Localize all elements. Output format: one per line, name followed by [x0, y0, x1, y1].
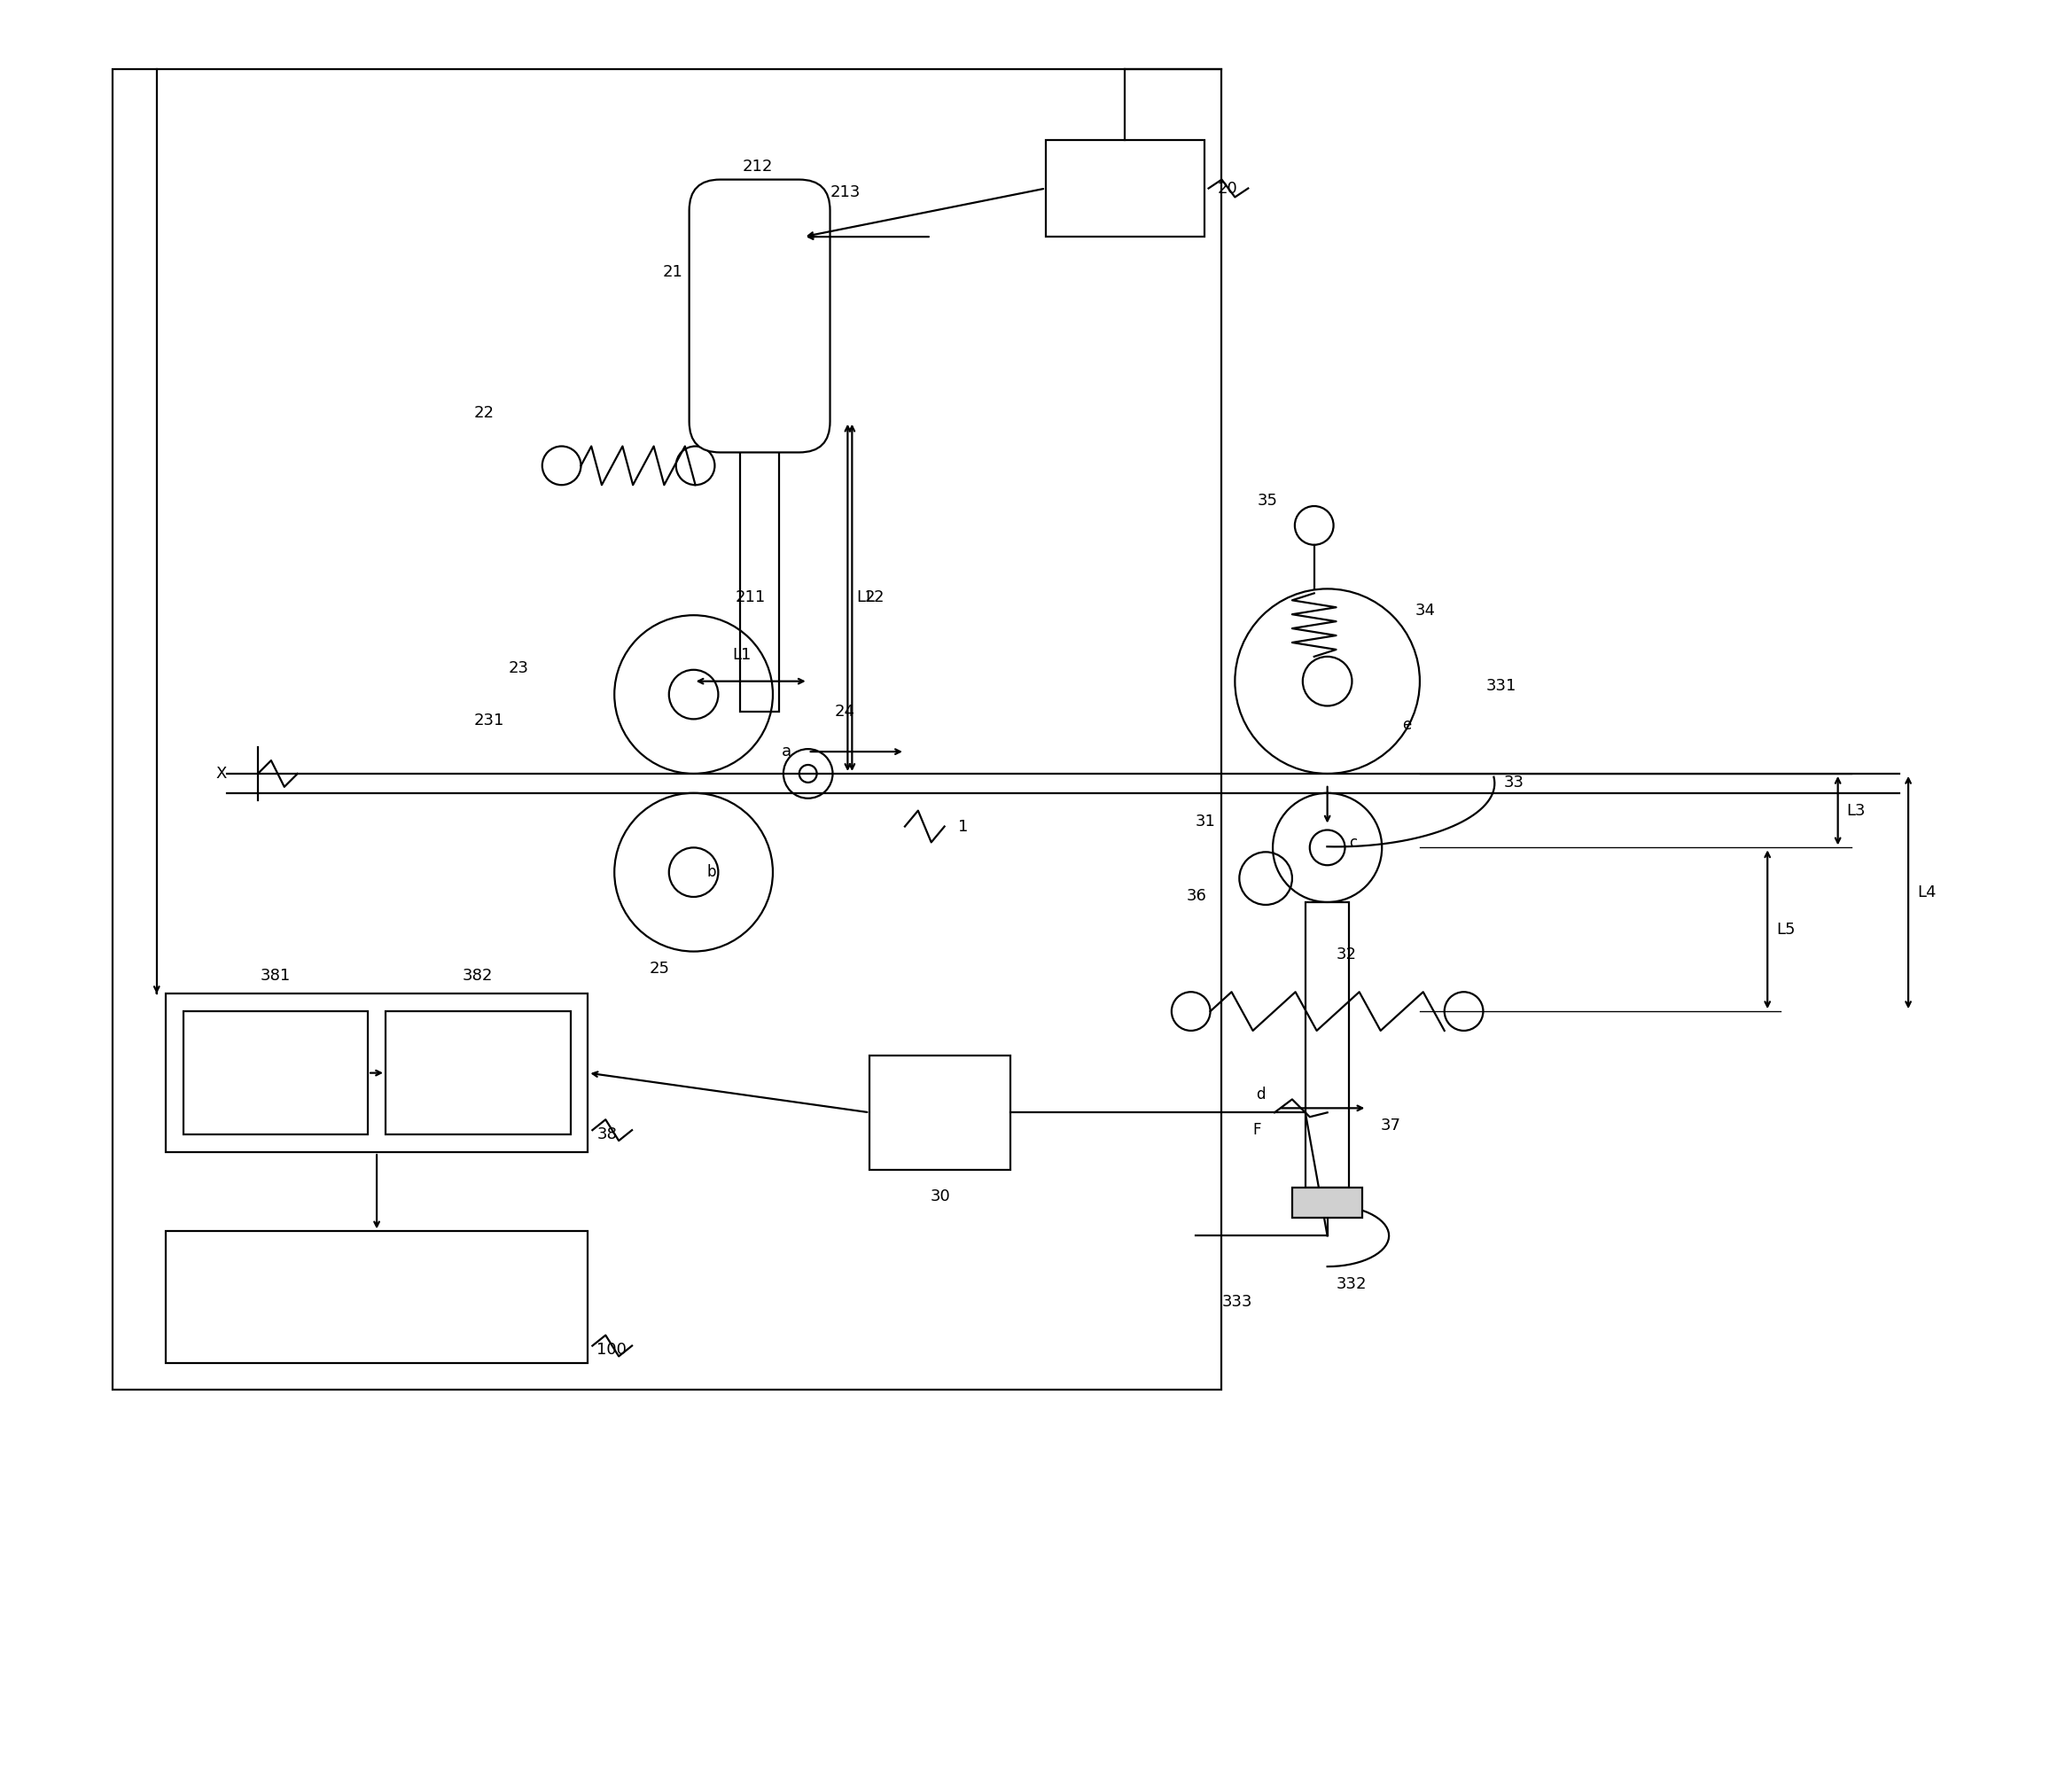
Text: 332: 332	[1337, 1276, 1367, 1292]
Text: L2: L2	[857, 590, 875, 606]
Text: e: e	[1402, 717, 1410, 733]
Text: 35: 35	[1257, 493, 1277, 509]
Text: X: X	[215, 765, 228, 781]
Text: 231: 231	[474, 713, 504, 729]
Text: 211: 211	[736, 590, 767, 606]
Text: 212: 212	[742, 158, 773, 174]
Text: 331: 331	[1486, 677, 1517, 694]
FancyBboxPatch shape	[689, 179, 830, 452]
Text: 24: 24	[834, 704, 855, 720]
Text: 20: 20	[1218, 181, 1238, 197]
Text: 30: 30	[931, 1188, 949, 1204]
Bar	[1306, 901, 1349, 1188]
Text: 36: 36	[1187, 889, 1207, 903]
Text: L3: L3	[1847, 803, 1865, 819]
Bar	[166, 995, 588, 1152]
Bar	[182, 1011, 367, 1134]
Text: 23: 23	[508, 659, 529, 676]
Text: d: d	[1257, 1088, 1265, 1102]
Text: c: c	[1349, 835, 1357, 851]
Bar	[113, 70, 1222, 1391]
Bar	[385, 1011, 570, 1134]
Text: L1: L1	[732, 647, 752, 663]
Text: 100: 100	[597, 1342, 627, 1358]
Bar	[869, 1055, 1011, 1170]
Text: L4: L4	[1917, 885, 1935, 900]
Text: 38: 38	[597, 1127, 617, 1143]
Text: 25: 25	[650, 961, 670, 977]
Text: a: a	[781, 744, 791, 760]
Text: 381: 381	[260, 968, 291, 984]
Text: 21: 21	[662, 263, 683, 280]
Text: 33: 33	[1503, 774, 1523, 790]
Text: b: b	[707, 864, 715, 880]
Text: 213: 213	[830, 185, 861, 201]
Text: 31: 31	[1195, 814, 1216, 830]
Text: 34: 34	[1414, 602, 1435, 618]
Text: L2: L2	[865, 590, 884, 606]
Text: 333: 333	[1222, 1294, 1253, 1310]
Text: F: F	[1253, 1122, 1261, 1138]
Text: 382: 382	[463, 968, 494, 984]
Text: L5: L5	[1775, 921, 1796, 937]
Text: 32: 32	[1337, 946, 1357, 962]
Text: 22: 22	[474, 405, 494, 421]
Bar	[1292, 1188, 1363, 1219]
Text: 1: 1	[957, 819, 968, 835]
Bar	[1046, 140, 1203, 237]
Text: 37: 37	[1380, 1118, 1400, 1134]
Bar	[740, 444, 779, 711]
Bar	[166, 1231, 588, 1364]
